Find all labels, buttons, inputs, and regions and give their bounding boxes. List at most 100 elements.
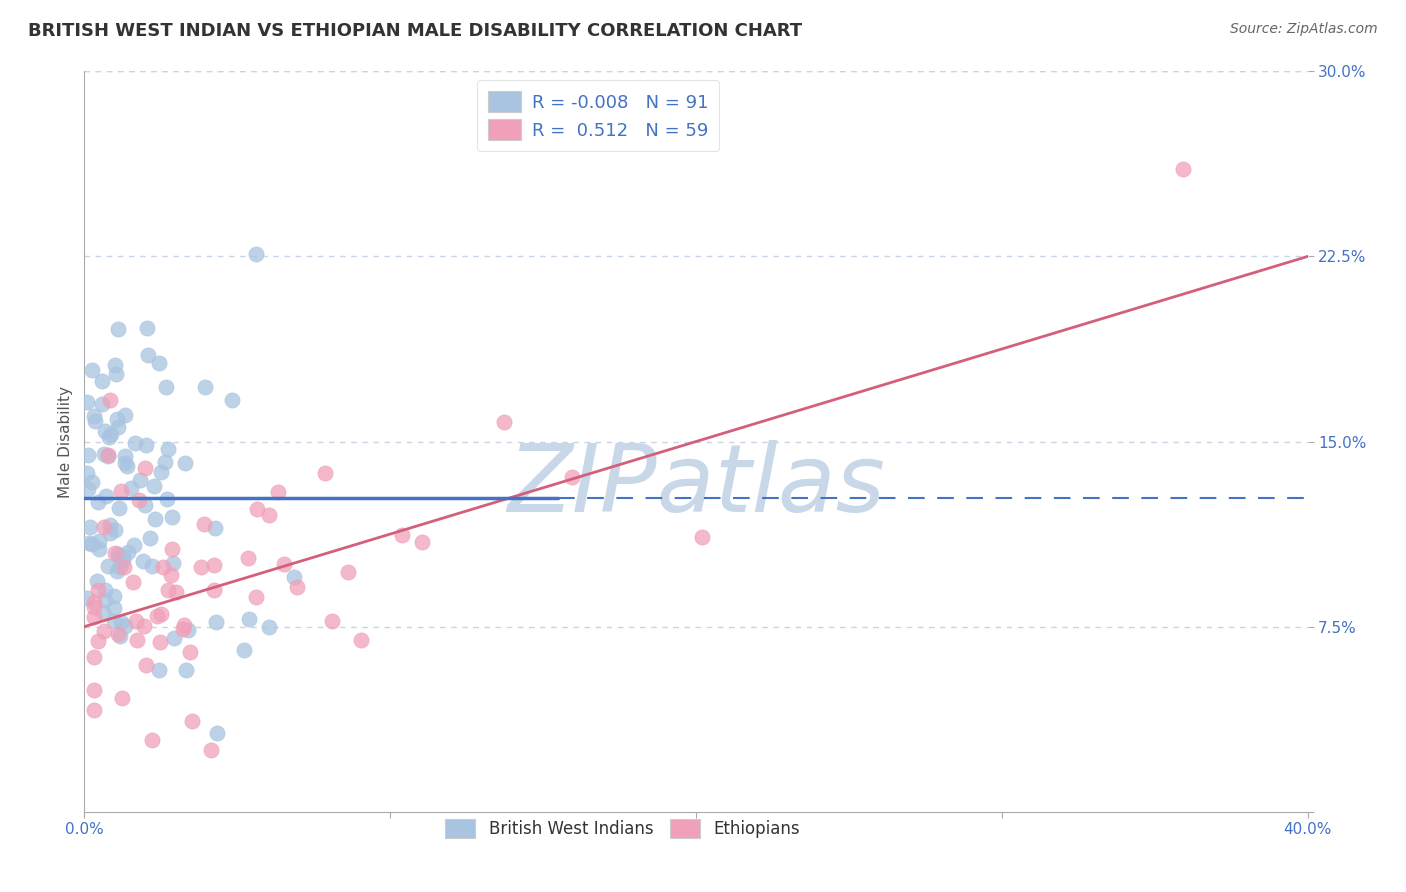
Point xyxy=(200,743,222,757)
Y-axis label: Male Disability: Male Disability xyxy=(58,385,73,498)
Point xyxy=(117,545,139,559)
Point xyxy=(160,541,183,556)
Point xyxy=(285,580,308,594)
Point xyxy=(83,682,105,697)
Point xyxy=(87,542,110,557)
Point xyxy=(79,520,101,534)
Point xyxy=(135,657,157,672)
Point xyxy=(111,552,134,566)
Point xyxy=(83,609,105,624)
Point xyxy=(83,649,105,664)
Point xyxy=(108,629,131,643)
Point xyxy=(156,442,179,456)
Point xyxy=(174,663,197,677)
Point xyxy=(411,534,433,549)
Point xyxy=(245,246,267,260)
Point xyxy=(149,607,172,621)
Point xyxy=(494,415,516,429)
Point xyxy=(87,582,110,597)
Point xyxy=(205,615,228,630)
Point xyxy=(87,533,110,548)
Point xyxy=(114,456,136,470)
Point xyxy=(190,560,212,574)
Point xyxy=(321,615,343,629)
Point xyxy=(103,601,125,615)
Point xyxy=(76,466,98,480)
Point xyxy=(273,558,295,572)
Point xyxy=(111,549,134,563)
Point xyxy=(156,582,179,597)
Point xyxy=(1171,161,1194,176)
Point xyxy=(283,570,305,584)
Point xyxy=(83,599,105,614)
Point xyxy=(179,645,201,659)
Point xyxy=(173,456,195,470)
Point xyxy=(337,565,360,579)
Point xyxy=(91,374,114,388)
Point xyxy=(134,498,156,512)
Point xyxy=(173,618,195,632)
Text: Source: ZipAtlas.com: Source: ZipAtlas.com xyxy=(1230,22,1378,37)
Text: ZIPatlas: ZIPatlas xyxy=(508,441,884,532)
Point xyxy=(152,560,174,574)
Point xyxy=(160,509,183,524)
Point xyxy=(143,478,166,492)
Point xyxy=(193,517,215,532)
Point xyxy=(141,732,163,747)
Point xyxy=(93,447,115,461)
Point xyxy=(111,690,134,705)
Point xyxy=(110,550,132,565)
Point xyxy=(107,627,129,641)
Point xyxy=(98,518,121,533)
Point xyxy=(83,409,105,424)
Point xyxy=(103,614,125,628)
Point xyxy=(93,424,115,438)
Point xyxy=(83,595,105,609)
Point xyxy=(391,528,413,542)
Point xyxy=(238,612,260,626)
Point xyxy=(132,554,155,568)
Point xyxy=(77,482,100,496)
Point xyxy=(238,551,260,566)
Point xyxy=(107,564,129,578)
Point xyxy=(202,558,225,572)
Point xyxy=(82,363,104,377)
Point xyxy=(156,491,179,506)
Point xyxy=(146,609,169,624)
Point xyxy=(257,508,280,522)
Point xyxy=(86,495,108,509)
Point xyxy=(690,531,713,545)
Point xyxy=(107,322,129,336)
Legend: British West Indians, Ethiopians: British West Indians, Ethiopians xyxy=(436,808,810,847)
Point xyxy=(98,393,121,408)
Point xyxy=(350,633,373,648)
Point xyxy=(83,703,105,717)
Point xyxy=(76,591,98,606)
Point xyxy=(165,585,187,599)
Point xyxy=(121,575,143,590)
Point xyxy=(148,356,170,370)
Point xyxy=(143,512,166,526)
Point xyxy=(136,348,159,362)
Point xyxy=(91,605,114,619)
Point xyxy=(314,466,336,480)
Point xyxy=(132,619,155,633)
Point xyxy=(128,473,150,487)
Point xyxy=(94,593,117,607)
Point xyxy=(96,449,118,463)
Point xyxy=(205,725,228,739)
Point xyxy=(107,500,129,515)
Point xyxy=(135,438,157,452)
Point xyxy=(108,549,131,564)
Point xyxy=(221,392,243,407)
Point xyxy=(114,408,136,422)
Point xyxy=(110,484,132,499)
Point xyxy=(90,397,112,411)
Point xyxy=(122,538,145,552)
Point xyxy=(128,492,150,507)
Point xyxy=(124,436,146,450)
Point xyxy=(181,714,204,729)
Point xyxy=(77,448,100,462)
Point xyxy=(82,536,104,550)
Point xyxy=(561,469,583,483)
